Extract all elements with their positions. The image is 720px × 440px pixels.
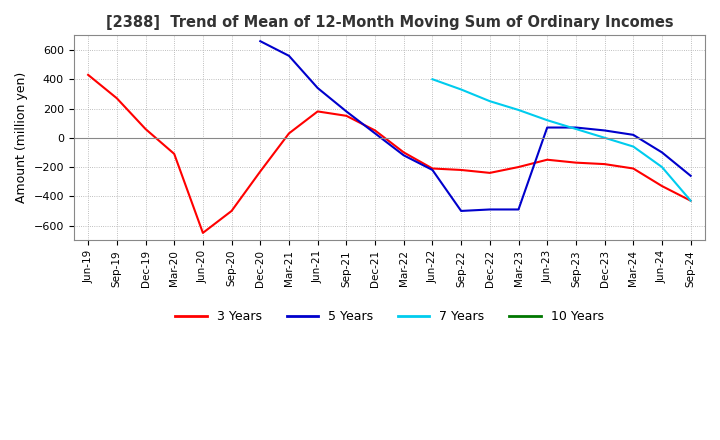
3 Years <box>228 208 236 213</box>
5 Years <box>400 153 408 158</box>
3 Years <box>400 150 408 155</box>
3 Years <box>657 183 666 189</box>
3 Years <box>112 95 121 101</box>
3 Years <box>313 109 322 114</box>
5 Years <box>371 131 379 136</box>
5 Years <box>629 132 638 137</box>
7 Years <box>428 77 437 82</box>
5 Years <box>456 208 465 213</box>
7 Years <box>600 135 609 140</box>
5 Years <box>428 167 437 172</box>
3 Years <box>84 72 92 77</box>
7 Years <box>543 117 552 123</box>
3 Years <box>170 151 179 157</box>
5 Years <box>543 125 552 130</box>
5 Years <box>313 85 322 91</box>
3 Years <box>428 166 437 171</box>
3 Years <box>256 169 264 174</box>
7 Years <box>485 99 494 104</box>
3 Years <box>600 161 609 167</box>
3 Years <box>371 128 379 133</box>
3 Years <box>199 230 207 235</box>
5 Years <box>485 207 494 212</box>
3 Years <box>485 170 494 176</box>
3 Years <box>543 157 552 162</box>
5 Years <box>572 125 580 130</box>
Y-axis label: Amount (million yen): Amount (million yen) <box>15 72 28 203</box>
3 Years <box>572 160 580 165</box>
3 Years <box>284 131 293 136</box>
7 Years <box>572 126 580 132</box>
7 Years <box>657 165 666 170</box>
3 Years <box>514 165 523 170</box>
Line: 7 Years: 7 Years <box>433 79 690 201</box>
3 Years <box>456 167 465 172</box>
3 Years <box>629 166 638 171</box>
7 Years <box>456 87 465 92</box>
5 Years <box>600 128 609 133</box>
5 Years <box>657 150 666 155</box>
Title: [2388]  Trend of Mean of 12-Month Moving Sum of Ordinary Incomes: [2388] Trend of Mean of 12-Month Moving … <box>106 15 673 30</box>
3 Years <box>342 113 351 118</box>
7 Years <box>514 107 523 113</box>
5 Years <box>342 109 351 114</box>
Line: 5 Years: 5 Years <box>260 41 690 211</box>
3 Years <box>686 198 695 203</box>
Line: 3 Years: 3 Years <box>88 75 690 233</box>
5 Years <box>686 173 695 179</box>
7 Years <box>629 144 638 149</box>
5 Years <box>256 39 264 44</box>
Legend: 3 Years, 5 Years, 7 Years, 10 Years: 3 Years, 5 Years, 7 Years, 10 Years <box>170 305 608 328</box>
3 Years <box>141 126 150 132</box>
7 Years <box>686 198 695 203</box>
5 Years <box>514 207 523 212</box>
5 Years <box>284 53 293 59</box>
